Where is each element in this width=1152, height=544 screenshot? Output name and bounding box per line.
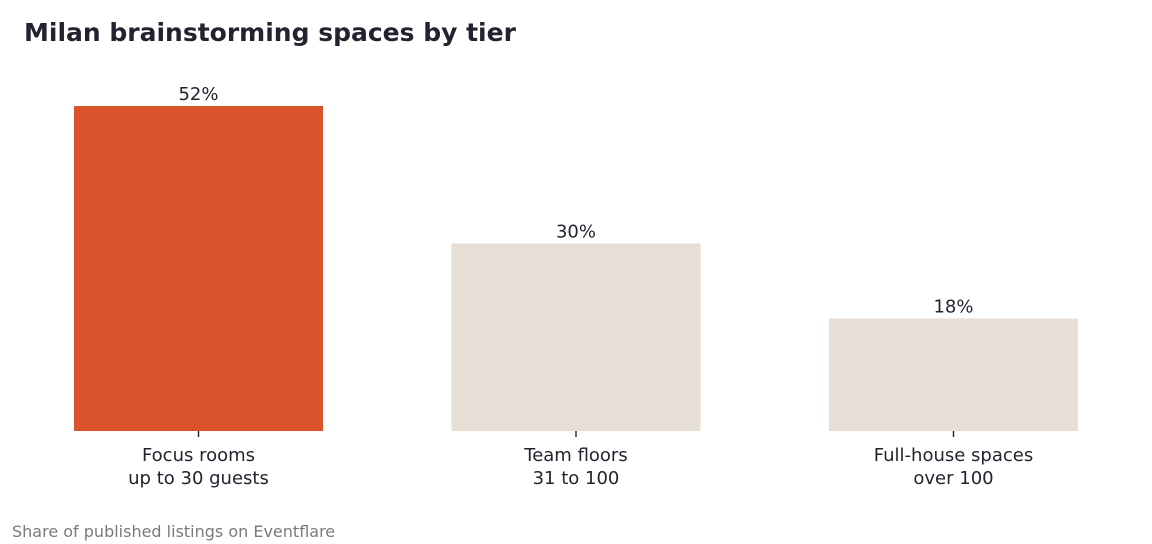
data-label: 30%: [556, 222, 596, 243]
bar: [74, 106, 323, 431]
bar: [829, 318, 1078, 431]
data-label: 52%: [178, 84, 218, 105]
chart-title: Milan brainstorming spaces by tier: [24, 18, 516, 47]
chart-footnote: Share of published listings on Eventflar…: [12, 522, 336, 541]
x-tick-label: Full-house spaces over 100: [874, 445, 1033, 489]
x-tick-label: Focus rooms up to 30 guests: [128, 445, 269, 489]
bar: [451, 243, 701, 431]
data-label: 18%: [933, 297, 973, 318]
x-tick-label: Team floors 31 to 100: [523, 445, 627, 489]
